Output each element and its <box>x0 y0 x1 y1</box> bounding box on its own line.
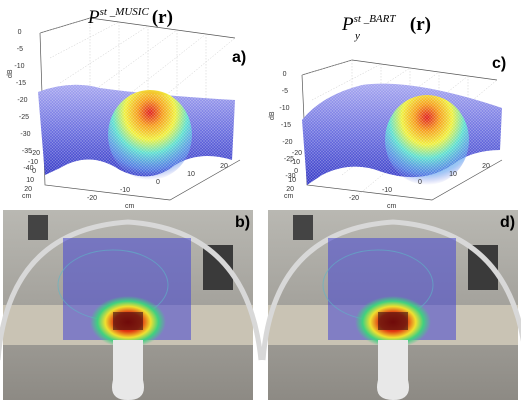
y-axis-label: cm <box>22 193 32 200</box>
z-axis-label: dB <box>269 111 276 120</box>
z-tick-label: -10 <box>279 105 289 112</box>
grid-line <box>50 22 119 58</box>
photos: b) d) <box>0 210 521 400</box>
y-tick-label: 0 <box>294 168 298 175</box>
z-tick-label: -30 <box>20 131 30 138</box>
panel-label: a) <box>232 49 246 66</box>
y-tick-label: 20 <box>24 186 32 193</box>
photo: b) <box>0 210 261 400</box>
z-tick-label: -5 <box>17 46 23 53</box>
y-tick-label: 0 <box>32 168 36 175</box>
z-tick-label: 0 <box>18 29 22 36</box>
x-tick-label: -20 <box>349 195 359 202</box>
antenna <box>112 340 144 400</box>
z-tick-label: -20 <box>17 97 27 104</box>
title-sup: st _BART <box>354 13 397 25</box>
surface-mesh <box>38 85 235 177</box>
title-base: P <box>341 14 354 35</box>
y-tick-label: 10 <box>26 177 34 184</box>
cabinet <box>28 215 48 240</box>
z-tick-label: -10 <box>14 63 24 70</box>
x-tick-label: 10 <box>187 171 195 178</box>
y-axis-label: cm <box>284 193 294 200</box>
y-tick-label: 10 <box>288 177 296 184</box>
x-axis-label: cm <box>125 203 135 210</box>
z-axis-label: dB <box>7 69 14 78</box>
photo: d) <box>263 210 521 400</box>
y-tick-label: -20 <box>30 150 40 157</box>
z-tick-label: -25 <box>19 114 29 121</box>
x-tick-label: 0 <box>156 179 160 186</box>
antenna <box>377 340 409 400</box>
surface-plots: Pst _MUSIC(r)a)0-5-10-15-20-25-30-35-40d… <box>7 6 506 210</box>
surface-plot: Pst _MUSIC(r)a)0-5-10-15-20-25-30-35-40d… <box>7 6 246 210</box>
z-tick-label: -15 <box>281 122 291 129</box>
surface-mesh <box>302 84 502 185</box>
z-tick-label: -20 <box>282 139 292 146</box>
panel-label: d) <box>500 214 515 231</box>
grid-line <box>60 26 148 83</box>
x-tick-label: -10 <box>382 187 392 194</box>
x-tick-label: 0 <box>418 179 422 186</box>
title-base: P <box>87 7 100 28</box>
x-tick-label: 10 <box>449 171 457 178</box>
cabinet <box>293 215 313 240</box>
device <box>378 312 408 330</box>
z-tick-label: -15 <box>16 80 26 87</box>
title-arg: (r) <box>410 14 431 35</box>
x-tick-label: -10 <box>120 187 130 194</box>
y-tick-label: -10 <box>28 159 38 166</box>
y-tick-label: -10 <box>290 159 300 166</box>
y-tick-label: 20 <box>286 186 294 193</box>
z-tick-label: 0 <box>283 71 287 78</box>
y-tick-label: -20 <box>292 150 302 157</box>
x-tick-label: 20 <box>220 163 228 170</box>
title-arg: (r) <box>152 7 173 28</box>
title-sup: st _MUSIC <box>100 6 150 18</box>
title-sub: y <box>354 30 360 42</box>
x-tick-label: 20 <box>482 163 490 170</box>
panel-label: c) <box>492 55 506 72</box>
device <box>113 312 143 330</box>
z-tick-label: -5 <box>282 88 288 95</box>
panel-label: b) <box>235 214 250 231</box>
x-axis-label: cm <box>387 203 397 210</box>
x-tick-label: -20 <box>87 195 97 202</box>
figure: Pst _MUSIC(r)a)0-5-10-15-20-25-30-35-40d… <box>0 0 521 401</box>
plot-title: Pst _MUSIC(r) <box>87 6 173 28</box>
